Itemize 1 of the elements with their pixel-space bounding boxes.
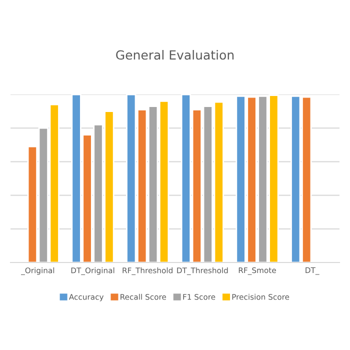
- chart-title: General Evaluation: [116, 50, 234, 60]
